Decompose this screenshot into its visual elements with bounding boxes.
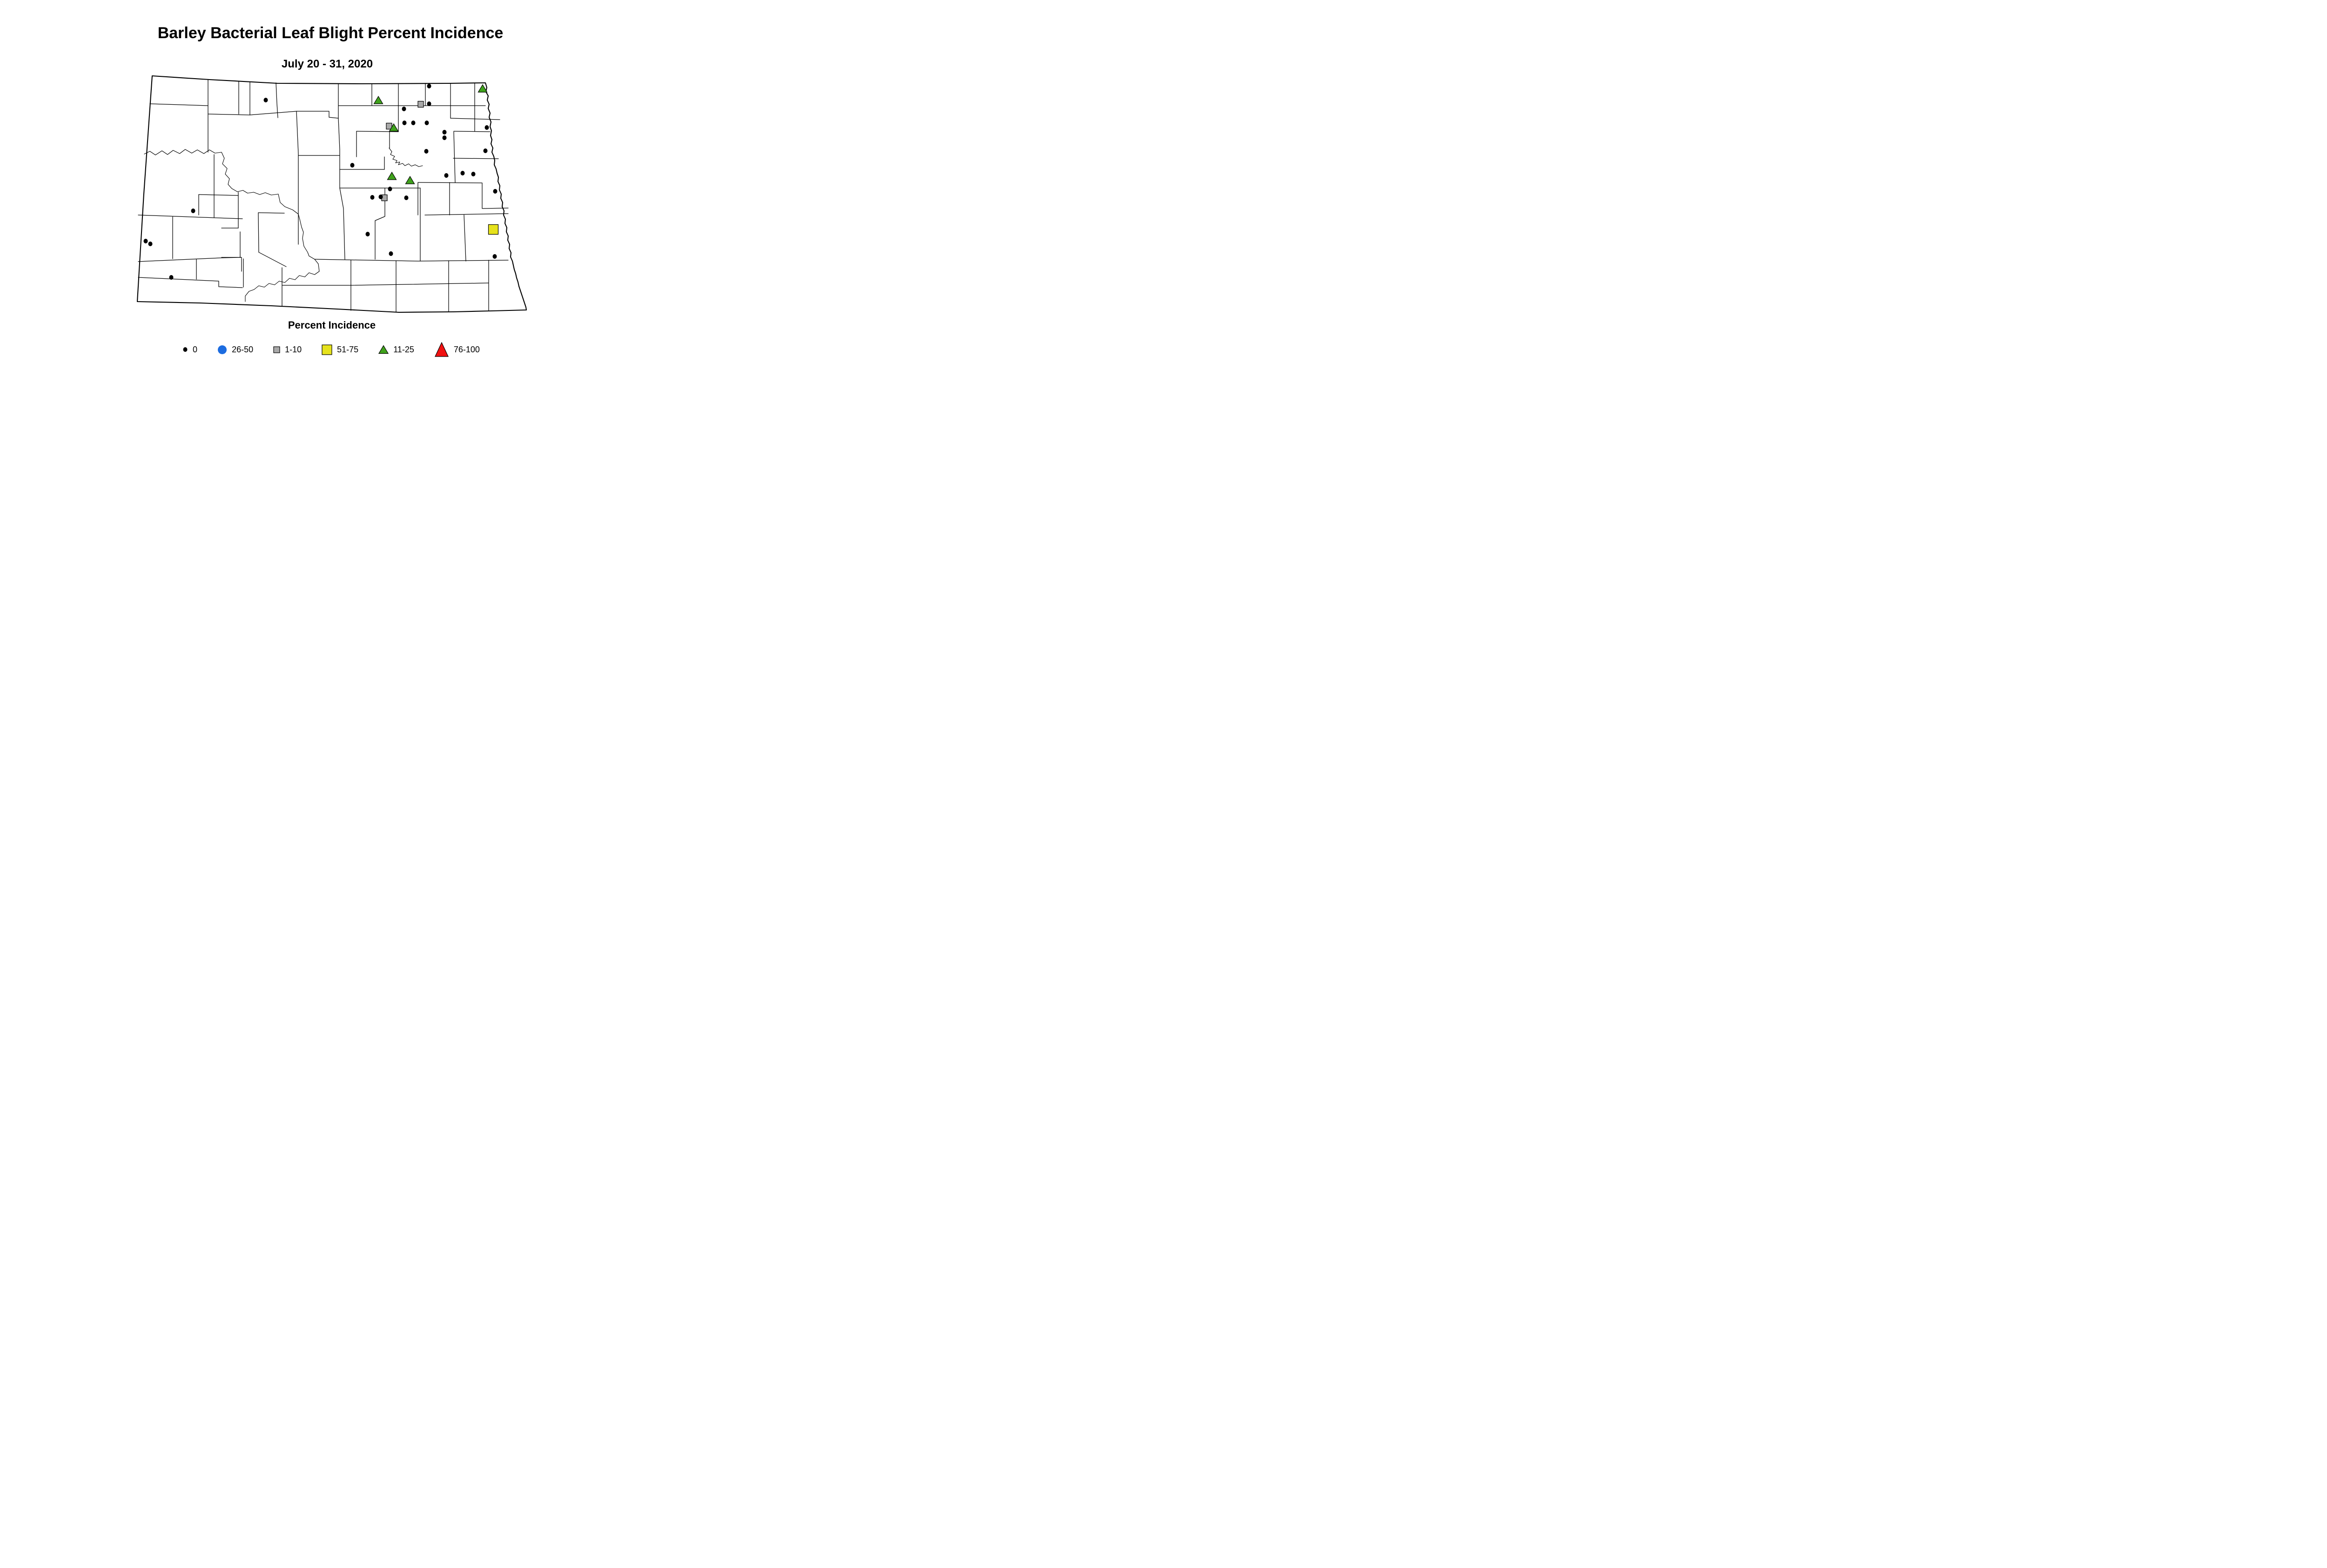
legend-item-76-100: 76-100 — [434, 342, 480, 357]
figure-root: Barley Bacterial Leaf Blight Percent Inc… — [0, 0, 730, 381]
marker-square-1-10 — [386, 122, 392, 130]
map-title: Barley Bacterial Leaf Blight Percent Inc… — [157, 24, 504, 42]
marker-triangle-11-25 — [387, 171, 397, 180]
incidence-markers-layer — [143, 84, 499, 280]
legend-label: 0 — [193, 344, 198, 354]
county-boundary-lines — [138, 79, 509, 312]
marker-dot-0 — [143, 239, 148, 243]
marker-triangle-11-25 — [405, 175, 415, 184]
legend-label: 76-100 — [453, 344, 480, 354]
legend: 0 26-50 1-10 51-75 11-25 76-100 — [0, 338, 662, 361]
triangle-icon — [378, 345, 389, 354]
legend-label: 11-25 — [393, 344, 414, 354]
marker-dot-0 — [402, 121, 407, 125]
marker-dot-0 — [404, 195, 409, 200]
marker-dot-0 — [444, 173, 449, 178]
marker-dot-0 — [191, 209, 195, 213]
marker-dot-0 — [402, 107, 406, 111]
marker-triangle-11-25 — [373, 95, 383, 104]
legend-item-26-50: 26-50 — [217, 344, 253, 355]
marker-dot-0 — [350, 163, 355, 168]
marker-dot-0 — [424, 121, 429, 125]
state-border — [136, 75, 527, 313]
marker-square-1-10 — [417, 101, 424, 108]
marker-dot-0 — [427, 101, 431, 106]
dot-icon — [183, 347, 188, 352]
north-dakota-county-map — [136, 75, 527, 313]
marker-dot-0 — [263, 98, 268, 102]
marker-dot-0 — [492, 254, 497, 259]
marker-dot-0 — [378, 195, 383, 199]
marker-dot-0 — [442, 130, 447, 135]
triangle-icon — [434, 342, 449, 357]
marker-square-51-75 — [488, 224, 499, 235]
marker-dot-0 — [471, 172, 476, 176]
square-icon — [322, 344, 332, 355]
legend-title: Percent Incidence — [288, 319, 376, 331]
map-subtitle: July 20 - 31, 2020 — [281, 58, 373, 70]
legend-item-51-75: 51-75 — [321, 344, 358, 356]
legend-label: 1-10 — [285, 344, 302, 354]
marker-dot-0 — [370, 195, 375, 200]
marker-dot-0 — [389, 251, 393, 256]
legend-item-0: 0 — [182, 345, 197, 355]
legend-label: 26-50 — [232, 344, 254, 354]
marker-dot-0 — [388, 187, 392, 191]
marker-dot-0 — [148, 242, 153, 246]
marker-dot-0 — [427, 84, 431, 88]
marker-triangle-11-25 — [478, 84, 488, 93]
marker-dot-0 — [460, 171, 465, 175]
legend-item-1-10: 1-10 — [273, 345, 302, 355]
marker-dot-0 — [484, 125, 489, 130]
marker-dot-0 — [365, 232, 370, 236]
marker-triangle-11-25 — [389, 123, 399, 132]
marker-dot-0 — [169, 275, 174, 280]
marker-dot-0 — [424, 149, 429, 154]
marker-dot-0 — [442, 135, 447, 140]
devils-lake-line — [389, 148, 423, 167]
legend-item-11-25: 11-25 — [378, 344, 414, 355]
missouri-river-line — [144, 149, 320, 302]
marker-dot-0 — [411, 121, 416, 125]
circle-icon — [218, 345, 227, 354]
square-icon — [273, 346, 280, 353]
marker-dot-0 — [483, 148, 488, 153]
legend-label: 51-75 — [337, 344, 359, 354]
marker-dot-0 — [493, 189, 498, 194]
